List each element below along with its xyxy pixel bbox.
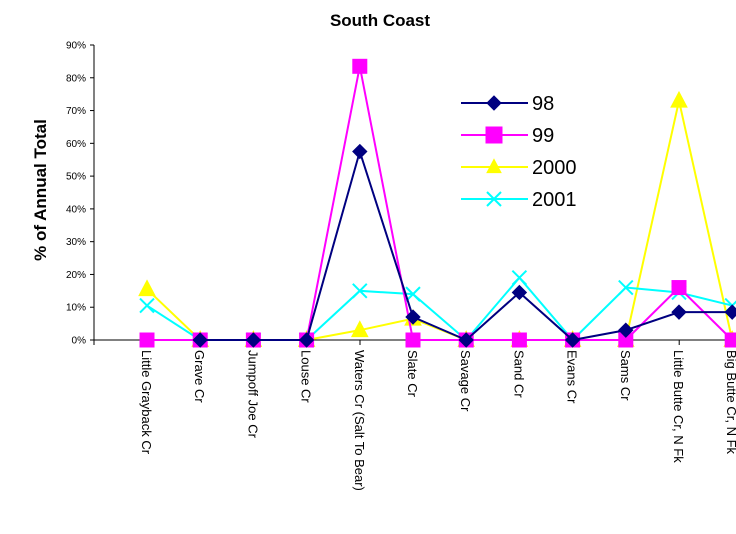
chart-title: South Coast <box>330 11 430 30</box>
marker-diamond <box>458 332 474 348</box>
marker-x-stroke <box>139 297 155 314</box>
marker-diamond <box>405 309 421 325</box>
marker-square <box>405 332 421 348</box>
x-tick-label: Little Grayback Cr <box>139 350 154 455</box>
marker-x <box>352 283 368 299</box>
y-tick-label: 20% <box>66 270 86 281</box>
marker-x <box>511 270 528 286</box>
series-line <box>146 100 734 341</box>
x-ticks: Little Grayback Cr Grave Cr Jumpoff Joe Cr… <box>93 340 736 491</box>
legend-label: 2001 <box>532 189 577 211</box>
series-2000 <box>138 90 736 347</box>
marker-diamond <box>564 332 581 348</box>
marker-triangle <box>138 279 156 297</box>
series-98 <box>192 143 736 348</box>
y-ticks: 0% 10% 20% 30% 40% 50% 60% 70% 80% 90% <box>66 41 94 347</box>
marker-x-stroke <box>618 279 634 296</box>
marker-square <box>511 332 527 348</box>
legend-entry: 2000 <box>461 157 577 179</box>
series-line <box>200 148 733 342</box>
x-tick-label: Big Butte Cr, N Fk <box>724 350 736 455</box>
marker-x-stroke <box>352 283 368 299</box>
marker-triangle <box>486 158 502 174</box>
x-tick-label: Grave Cr <box>192 350 207 403</box>
y-tick-label: 0% <box>72 336 87 347</box>
x-tick-label: Savage Cr <box>458 350 473 412</box>
y-tick-label: 50% <box>66 172 86 183</box>
legend-label: 99 <box>532 125 554 147</box>
marker-diamond <box>671 304 687 320</box>
x-tick-label: Slate Cr <box>405 350 420 398</box>
x-tick-label: Evans Cr <box>565 350 580 404</box>
legend-label: 2000 <box>532 157 577 179</box>
legend-label: 98 <box>532 93 554 115</box>
legend-entry: 98 <box>461 93 554 115</box>
marker-triangle <box>350 320 369 338</box>
series-99 <box>139 58 736 348</box>
series-layer <box>138 58 736 348</box>
y-tick-label: 40% <box>66 204 86 215</box>
marker-diamond <box>245 332 262 348</box>
marker-diamond <box>352 143 368 160</box>
marker-square <box>724 332 736 348</box>
marker-square <box>352 58 368 74</box>
y-tick-label: 60% <box>66 139 86 150</box>
x-tick-label: Sand Cr <box>511 350 526 398</box>
x-tick-label: Jumpoff Joe Cr <box>245 350 260 439</box>
marker-diamond <box>298 332 315 348</box>
y-tick-label: 30% <box>66 237 86 248</box>
marker-diamond <box>724 304 736 320</box>
y-tick-label: 70% <box>66 106 86 117</box>
x-tick-label: Waters Cr (Salt To Bear) <box>352 350 367 491</box>
legend-entry: 2001 <box>461 189 577 211</box>
marker-x <box>618 279 634 296</box>
x-tick-label: Louse Cr <box>299 350 314 403</box>
marker-x-stroke <box>405 286 421 302</box>
x-tick-label: Sams Cr <box>618 350 633 401</box>
marker-x-stroke <box>486 191 502 207</box>
marker-x <box>405 286 421 302</box>
marker-x-stroke <box>511 270 528 286</box>
series-2001 <box>139 270 736 348</box>
marker-x <box>486 191 502 207</box>
y-tick-label: 10% <box>66 303 86 314</box>
y-axis-label: % of Annual Total <box>31 119 50 261</box>
marker-diamond <box>618 322 634 338</box>
y-tick-label: 80% <box>66 73 86 84</box>
marker-diamond <box>511 284 528 301</box>
marker-diamond <box>486 95 502 111</box>
series-line <box>147 66 733 341</box>
marker-diamond <box>192 332 208 348</box>
marker-triangle <box>670 90 688 108</box>
marker-square <box>139 332 155 348</box>
legend-entry: 99 <box>461 125 554 147</box>
x-tick-label: Little Butte Cr, N Fk <box>671 350 686 463</box>
series-line <box>146 276 733 342</box>
legend: 98 99 2000 2001 <box>461 93 577 211</box>
y-tick-label: 90% <box>66 41 86 52</box>
marker-x <box>139 297 155 314</box>
marker-square <box>671 280 687 296</box>
marker-square <box>485 126 503 144</box>
